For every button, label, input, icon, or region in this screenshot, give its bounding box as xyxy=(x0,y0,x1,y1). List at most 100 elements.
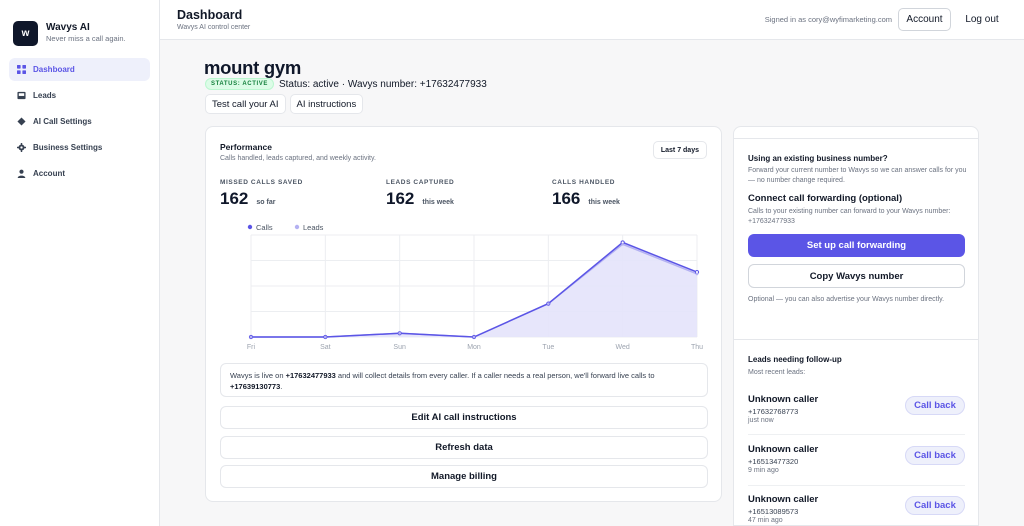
sidebar-item-business-settings[interactable]: Business Settings xyxy=(9,136,150,159)
divider xyxy=(734,339,978,340)
account-button[interactable]: Account xyxy=(898,8,951,31)
inbox-icon xyxy=(17,91,26,100)
date-range-button[interactable]: Last 7 days xyxy=(652,141,707,159)
live-info-box: Wavys is live on +17632477933 and will c… xyxy=(220,363,708,397)
right-panel: Using an existing business number? Forwa… xyxy=(733,126,979,526)
sidebar-item-label: Business Settings xyxy=(33,143,103,152)
x-tick-label: Sat xyxy=(320,344,331,351)
sidebar-item-label: Leads xyxy=(33,91,57,100)
divider xyxy=(748,485,965,486)
lead-time: 9 min ago xyxy=(748,467,779,474)
forwarding-question-text: Forward your current number to Wavys so … xyxy=(748,167,967,184)
stat-label: CALLS HANDLED xyxy=(552,179,616,186)
lead-time: 47 min ago xyxy=(748,517,783,524)
x-tick-label: Thu xyxy=(691,344,703,351)
leads-point xyxy=(472,335,476,339)
lead-item: Unknown caller +17632768773 just now Cal… xyxy=(748,394,965,434)
logout-button[interactable]: Log out xyxy=(965,14,999,25)
test-call-button[interactable]: Test call your AI xyxy=(205,94,286,114)
x-tick-label: Fri xyxy=(247,344,256,351)
info-suffix: . xyxy=(280,382,283,391)
sidebar-item-leads[interactable]: Leads xyxy=(9,84,150,107)
legend-swatch xyxy=(247,224,253,230)
sidebar-item-ai-call-settings[interactable]: AI Call Settings xyxy=(9,110,150,133)
forwarding-title: Connect call forwarding (optional) xyxy=(748,193,903,204)
edit-instructions-button[interactable]: Edit AI call instructions xyxy=(220,406,708,429)
lead-phone: +16513477320 xyxy=(748,457,799,466)
divider xyxy=(748,434,965,435)
stat-suffix: this week xyxy=(588,199,620,206)
diamond-icon xyxy=(17,117,26,126)
gear-icon xyxy=(17,143,26,152)
manage-billing-button[interactable]: Manage billing xyxy=(220,465,708,488)
performance-chart: Fri Sat Sun Mon Tue Wed Thu Calls Leads xyxy=(206,217,723,357)
signed-in-text: Signed in as cory@wyfimarketing.com xyxy=(764,15,892,24)
stat-value: 162 xyxy=(220,189,249,208)
refresh-data-button[interactable]: Refresh data xyxy=(220,436,708,459)
copy-number-button[interactable]: Copy Wavys number xyxy=(748,264,965,288)
forwarding-note: Optional — you can also advertise your W… xyxy=(748,296,945,303)
page-subtitle: Wavys AI control center xyxy=(177,24,251,31)
call-back-button[interactable]: Call back xyxy=(905,446,965,465)
sidebar: w Wavys AI Never miss a call again. Dash… xyxy=(0,0,160,526)
info-middle: and will collect details from every call… xyxy=(335,371,655,380)
lead-phone: +17632768773 xyxy=(748,407,799,416)
performance-title: Performance xyxy=(220,142,272,152)
stat-value: 162 xyxy=(386,189,415,208)
leads-point xyxy=(695,272,699,276)
sidebar-item-label: Account xyxy=(33,169,65,178)
stat-label: LEADS CAPTURED xyxy=(386,179,455,186)
legend-label: Calls xyxy=(256,223,273,232)
stat-missed-calls: MISSED CALLS SAVED 162 so far xyxy=(220,179,303,209)
sidebar-item-account[interactable]: Account xyxy=(9,162,150,185)
lead-phone: +16513089573 xyxy=(748,507,799,516)
forwarding-text: Calls to your existing number can forwar… xyxy=(748,208,951,225)
legend-swatch xyxy=(294,224,300,230)
setup-forwarding-button[interactable]: Set up call forwarding xyxy=(748,234,965,257)
business-name: mount gym xyxy=(204,57,301,78)
leads-subtitle: Most recent leads: xyxy=(748,369,806,376)
leads-point xyxy=(398,331,401,335)
stat-suffix: this week xyxy=(422,199,454,206)
lead-name: Unknown caller xyxy=(748,444,819,455)
performance-card: Performance Calls handled, leads capture… xyxy=(205,126,722,502)
brand: w Wavys AI Never miss a call again. xyxy=(0,0,159,48)
brand-logo[interactable]: w xyxy=(13,20,38,46)
status-row: STATUS: ACTIVE Status: active · Wavys nu… xyxy=(205,78,487,90)
chart-svg: Fri Sat Sun Mon Tue Wed Thu Calls Leads xyxy=(247,223,703,351)
stat-calls-handled: CALLS HANDLED 166 this week xyxy=(552,179,620,209)
call-back-button[interactable]: Call back xyxy=(905,496,965,515)
lead-item: Unknown caller +16513089573 47 min ago C… xyxy=(748,494,965,525)
stat-label: MISSED CALLS SAVED xyxy=(220,179,303,186)
info-prefix: Wavys is live on xyxy=(230,371,286,380)
lead-time: just now xyxy=(748,417,774,424)
call-back-button[interactable]: Call back xyxy=(905,396,965,415)
x-tick-label: Wed xyxy=(616,344,630,351)
ai-instructions-button[interactable]: AI instructions xyxy=(289,94,364,114)
sidebar-nav: Dashboard Leads AI Call Settings Busines… xyxy=(0,58,159,185)
leads-point xyxy=(249,335,253,339)
x-tick-label: Mon xyxy=(467,344,481,351)
leads-point xyxy=(324,335,327,339)
business-actions: Test call your AI AI instructions xyxy=(205,94,367,114)
performance-subtitle: Calls handled, leads captured, and weekl… xyxy=(220,155,376,162)
divider xyxy=(734,138,978,139)
top-bar: Dashboard Wavys AI control center Signed… xyxy=(160,0,1024,40)
leads-title: Leads needing follow-up xyxy=(748,355,842,364)
sidebar-item-dashboard[interactable]: Dashboard xyxy=(9,58,150,81)
legend-label: Leads xyxy=(303,223,324,232)
forward-number: +17639130773 xyxy=(230,382,281,391)
page-title: Dashboard xyxy=(177,8,243,22)
stat-value: 166 xyxy=(552,189,581,208)
forwarding-question: Using an existing business number? xyxy=(748,154,888,163)
calls-area xyxy=(251,242,697,337)
status-badge: STATUS: ACTIVE xyxy=(205,78,274,90)
stat-leads-captured: LEADS CAPTURED 162 this week xyxy=(386,179,454,209)
lead-name: Unknown caller xyxy=(748,394,819,405)
status-text: Status: active · Wavys number: +17632477… xyxy=(278,78,487,90)
lead-name: Unknown caller xyxy=(748,494,819,505)
brand-name: Wavys AI xyxy=(46,22,90,33)
brand-tagline: Never miss a call again. xyxy=(46,34,126,43)
wavys-number: +17632477933 xyxy=(285,371,336,380)
grid-icon xyxy=(17,65,26,74)
